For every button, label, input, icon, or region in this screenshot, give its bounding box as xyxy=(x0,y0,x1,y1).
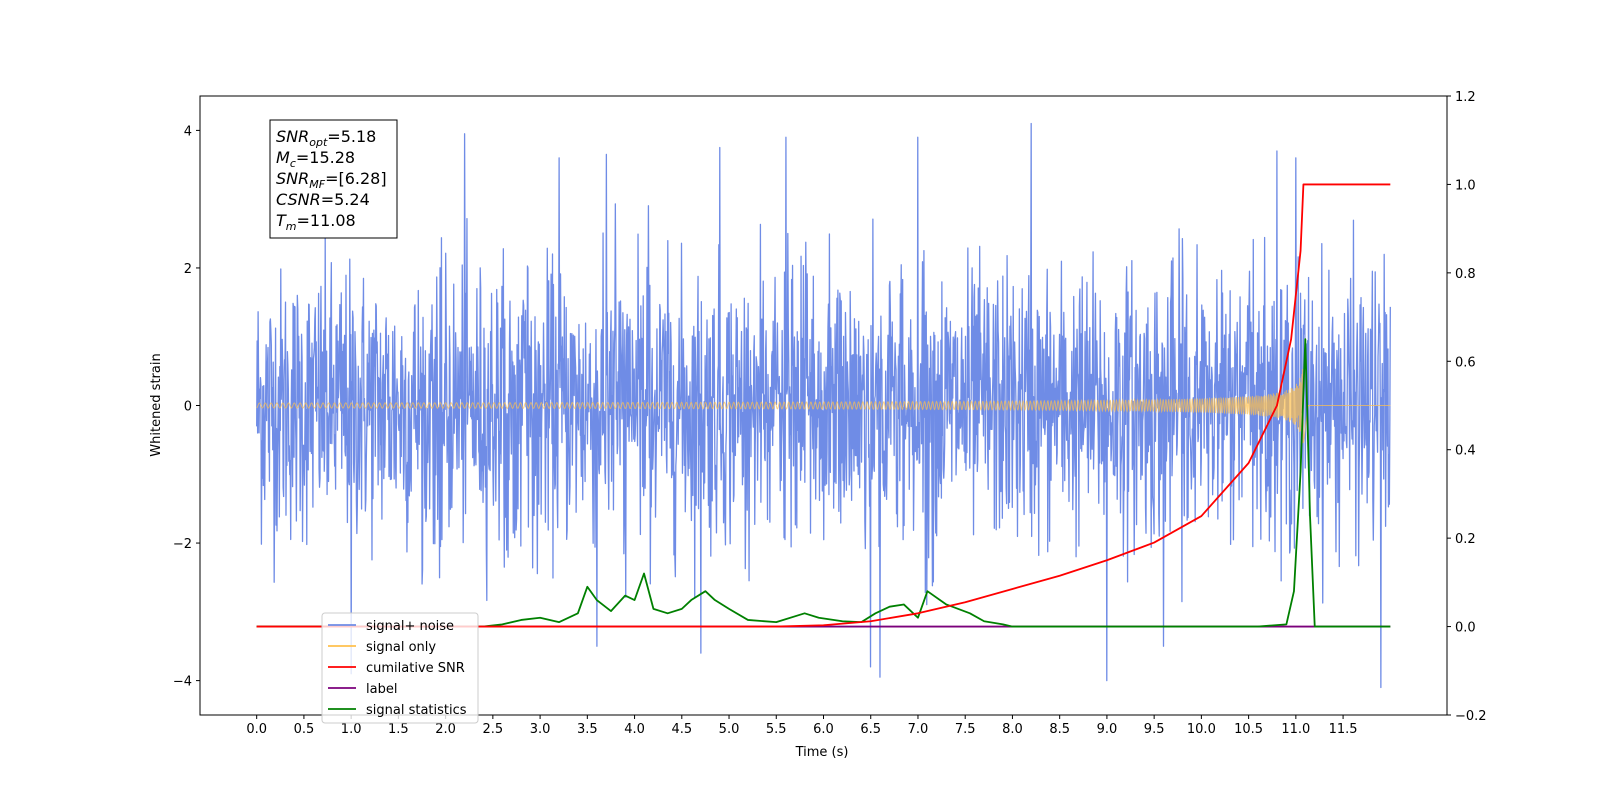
y-left-tick-label: −4 xyxy=(173,675,192,690)
y-axis-right: −0.2 0.0 0.2 0.4 0.6 0.8 1.0 1.2 xyxy=(1447,90,1487,724)
legend-entry-label: signal only xyxy=(366,640,436,655)
y-right-tick-label: 0.8 xyxy=(1455,267,1476,282)
info-value: =[6.28] xyxy=(325,169,387,188)
info-value: =11.08 xyxy=(297,211,356,230)
series-cumulative-snr-line xyxy=(256,183,1391,628)
y-left-tick-label: 4 xyxy=(184,124,192,139)
x-tick-label: 6.5 xyxy=(860,722,881,737)
x-tick-label: 11.0 xyxy=(1281,722,1310,737)
info-symbol: M xyxy=(276,148,290,167)
info-subscript: m xyxy=(286,220,297,233)
y-right-tick-label: 1.0 xyxy=(1455,178,1476,193)
y-right-tick-label: −0.2 xyxy=(1455,709,1487,724)
info-box-frame xyxy=(269,119,398,239)
x-tick-label: 9.0 xyxy=(1097,722,1118,737)
y-left-tick-label: −2 xyxy=(173,537,192,552)
x-tick-label: 3.5 xyxy=(577,722,598,737)
x-tick-label: 3.0 xyxy=(530,722,551,737)
y-right-tick-label: 0.4 xyxy=(1455,444,1476,459)
x-tick-label: 4.5 xyxy=(671,722,692,737)
y-axis-label: Whitened strain xyxy=(149,353,164,456)
x-tick-label: 9.5 xyxy=(1144,722,1165,737)
x-tick-label: 2.5 xyxy=(483,722,504,737)
x-tick-label: 0.0 xyxy=(246,722,267,737)
info-box-line: Mc=15.28 xyxy=(276,148,355,170)
x-tick-label: 10.0 xyxy=(1187,722,1216,737)
info-subscript: c xyxy=(290,157,296,170)
legend-entry-label: cumilative SNR xyxy=(366,661,465,676)
x-axis: 0.0 0.5 1.0 1.5 2.0 2.5 3.0 3.5 4.0 4.5 5.0 5.5 6.0 6… xyxy=(246,715,1358,737)
x-tick-label: 4.0 xyxy=(624,722,645,737)
info-value: =5.18 xyxy=(327,127,376,146)
y-right-tick-label: 1.2 xyxy=(1455,90,1476,105)
info-box: SNRopt=5.18Mc=15.28SNRMF=[6.28]CSNR=5.24… xyxy=(269,119,398,239)
x-tick-label: 8.5 xyxy=(1049,722,1070,737)
x-tick-label: 7.5 xyxy=(955,722,976,737)
info-symbol: SNR xyxy=(276,127,309,146)
series-signal-plus-noise-line xyxy=(256,122,1391,689)
x-tick-label: 1.0 xyxy=(341,722,362,737)
legend-frame xyxy=(321,612,479,724)
y-right-tick-label: 0.0 xyxy=(1455,621,1476,636)
info-box-line: Tm=11.08 xyxy=(276,211,356,233)
y-left-tick-label: 0 xyxy=(184,400,192,415)
legend: signal+ noise signal only cumilative SNR la… xyxy=(321,612,479,724)
info-value: =5.24 xyxy=(321,190,370,209)
x-tick-label: 8.0 xyxy=(1002,722,1023,737)
info-box-line: SNRMF=[6.28] xyxy=(276,169,387,191)
x-tick-label: 11.5 xyxy=(1329,722,1358,737)
legend-entry-label: signal+ noise xyxy=(366,619,454,634)
y-right-tick-label: 0.2 xyxy=(1455,532,1476,547)
series-signal-only-line xyxy=(256,369,1391,444)
x-tick-label: 0.5 xyxy=(294,722,315,737)
legend-entry-label: label xyxy=(366,682,397,697)
y-left-tick-label: 2 xyxy=(184,262,192,277)
x-tick-label: 5.5 xyxy=(766,722,787,737)
info-symbol: SNR xyxy=(276,169,309,188)
info-symbol: T xyxy=(276,211,287,230)
series-layer xyxy=(256,122,1391,689)
info-value: =15.28 xyxy=(296,148,355,167)
legend-entry-label: signal statistics xyxy=(366,703,467,718)
y-right-tick-label: 0.6 xyxy=(1455,355,1476,370)
x-tick-label: 2.0 xyxy=(435,722,456,737)
info-subscript: MF xyxy=(309,178,325,191)
x-tick-label: 1.5 xyxy=(388,722,409,737)
y-axis-left: −4 −2 0 2 4 xyxy=(173,124,200,690)
x-tick-label: 7.0 xyxy=(908,722,929,737)
info-subscript: opt xyxy=(309,136,328,149)
info-box-line: CSNR=5.24 xyxy=(276,190,370,209)
series-signal-statistics-line xyxy=(256,338,1391,628)
x-axis-label: Time (s) xyxy=(795,745,849,760)
x-tick-label: 6.0 xyxy=(813,722,834,737)
x-tick-label: 10.5 xyxy=(1234,722,1263,737)
info-symbol: CSNR xyxy=(276,190,321,209)
x-tick-label: 5.0 xyxy=(719,722,740,737)
info-box-line: SNRopt=5.18 xyxy=(276,127,376,149)
